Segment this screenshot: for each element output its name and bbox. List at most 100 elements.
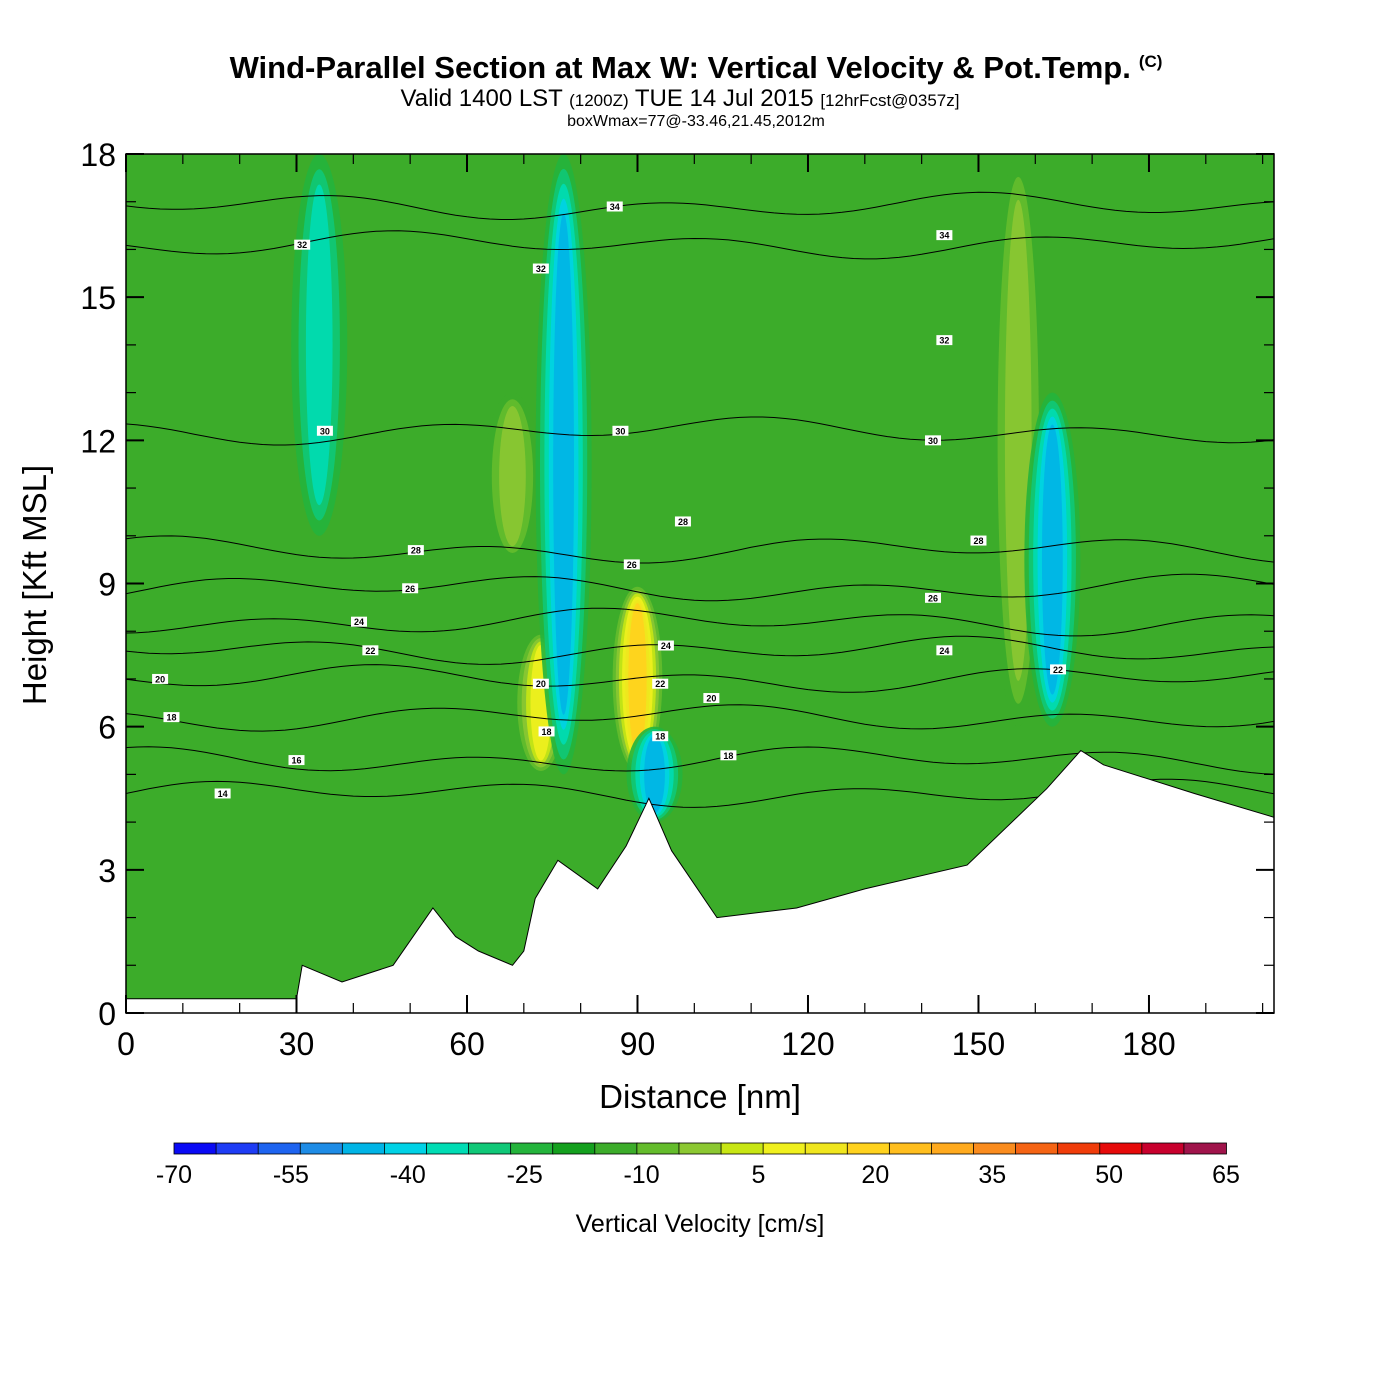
theta-label-26-2: 26 xyxy=(928,593,938,603)
theta-label-14-0: 14 xyxy=(218,789,228,799)
theta-label-bg-24-1 xyxy=(657,640,674,651)
colorbar-tick--70: -70 xyxy=(156,1161,192,1189)
x-tick-label-0: 0 xyxy=(117,1026,135,1062)
colorbar-swatch-7 xyxy=(468,1142,512,1155)
y-tick-label-12: 12 xyxy=(80,423,116,459)
velocity-features xyxy=(291,154,1081,823)
colorbar-tick-20: 20 xyxy=(861,1161,889,1189)
theta-label-bg-30-1 xyxy=(612,425,629,436)
chart-title: Wind-Parallel Section at Max W: Vertical… xyxy=(0,50,1400,86)
colorbar-tick-35: 35 xyxy=(978,1161,1006,1189)
theta-contour-28 xyxy=(126,535,1274,564)
theta-label-bg-18-1 xyxy=(538,726,555,737)
colorbar: -70 -55 -40 -25 -10 5 20 35 50 65 xyxy=(156,1142,1240,1189)
colorbar-swatch-0 xyxy=(173,1142,217,1155)
theta-contour-30 xyxy=(126,416,1274,446)
theta-label-24-2: 24 xyxy=(939,646,949,656)
theta-contour-labels: 14 16 18 18 18 18 20 20 20 22 22 22 24 24 24 26 26 26 28 28… xyxy=(152,201,1067,799)
theta-contours xyxy=(126,191,1274,808)
theta-label-bg-24-2 xyxy=(936,645,953,656)
theta-label-22-2: 22 xyxy=(1053,665,1063,675)
theta-contour-20 xyxy=(126,664,1274,693)
theta-label-bg-34-1 xyxy=(936,230,953,241)
y-tick-label-15: 15 xyxy=(80,280,116,316)
theta-label-bg-24-0 xyxy=(351,616,368,627)
x-axis-label: Distance [nm] xyxy=(599,1078,801,1115)
theta-label-22-0: 22 xyxy=(365,646,375,656)
theta-label-bg-18-3 xyxy=(720,750,737,761)
theta-label-18-2: 18 xyxy=(655,732,665,742)
theta-label-bg-22-1 xyxy=(652,678,669,689)
forecast-info: [12hrFcst@0357z] xyxy=(820,91,960,110)
y-tick-label-9: 9 xyxy=(98,567,116,603)
colorbar-swatch-13 xyxy=(720,1142,765,1155)
colorbar-swatch-9 xyxy=(552,1142,596,1155)
x-tick-label-120: 120 xyxy=(781,1026,834,1062)
theta-label-bg-20-0 xyxy=(152,673,169,684)
theta-label-28-0: 28 xyxy=(411,546,421,556)
y-tick-label-0: 0 xyxy=(98,996,116,1032)
theta-label-bg-32-0 xyxy=(294,239,311,250)
velocity-feature-updraft-3-level-2 xyxy=(499,405,526,547)
colorbar-tick--55: -55 xyxy=(273,1161,309,1189)
theta-label-bg-14-0 xyxy=(214,788,231,799)
colorbar-swatch-6 xyxy=(426,1142,470,1155)
theta-label-18-0: 18 xyxy=(166,713,176,723)
theta-label-18-3: 18 xyxy=(723,751,733,761)
valid-prefix: Valid 1400 LST xyxy=(400,85,563,112)
theta-label-26-0: 26 xyxy=(405,584,415,594)
colorbar-label: Vertical Velocity [cm/s] xyxy=(576,1210,825,1238)
terrain-mask xyxy=(126,749,1274,1013)
colorbar-tick-50: 50 xyxy=(1095,1161,1123,1189)
colorbar-tick-5: 5 xyxy=(751,1161,765,1189)
velocity-feature-downdraft-5-level-4 xyxy=(1041,424,1063,695)
plot-area: 14 16 18 18 18 18 20 20 20 22 22 22 24 24 24 26 26 26 28 28… xyxy=(126,154,1274,1013)
theta-label-bg-26-0 xyxy=(402,583,419,594)
velocity-feature-downdraft-7-level-2 xyxy=(305,184,333,506)
theta-label-bg-30-2 xyxy=(925,435,942,446)
y-tick-label-6: 6 xyxy=(98,710,116,746)
colorbar-tick--40: -40 xyxy=(390,1161,426,1189)
velocity-feature-downdraft-4-level-4 xyxy=(553,213,575,715)
theta-label-bg-34-0 xyxy=(606,201,623,212)
copyright-mark: (C) xyxy=(1138,51,1163,71)
theta-label-bg-22-2 xyxy=(1050,664,1067,675)
colorbar-swatch-24 xyxy=(1183,1142,1227,1155)
theta-label-bg-26-2 xyxy=(925,592,942,603)
colorbar-swatch-1 xyxy=(215,1142,260,1155)
theta-label-34-1: 34 xyxy=(939,231,949,241)
colorbar-swatch-12 xyxy=(678,1142,722,1155)
theta-label-30-0: 30 xyxy=(320,426,330,436)
theta-label-bg-18-2 xyxy=(652,731,669,742)
colorbar-swatch-4 xyxy=(341,1142,386,1155)
theta-label-30-1: 30 xyxy=(615,426,625,436)
theta-label-bg-22-0 xyxy=(362,645,379,656)
colorbar-swatch-19 xyxy=(973,1142,1017,1155)
colorbar-swatch-18 xyxy=(931,1142,975,1155)
valid-date: TUE 14 Jul 2015 xyxy=(634,85,814,112)
theta-label-28-1: 28 xyxy=(678,517,688,527)
x-tick-label-150: 150 xyxy=(952,1026,1005,1062)
x-axis: 0 30 60 90 120 150 180 xyxy=(117,154,1264,1062)
colorbar-tick--25: -25 xyxy=(507,1161,543,1189)
colorbar-swatch-16 xyxy=(846,1142,891,1155)
theta-label-22-1: 22 xyxy=(655,679,665,689)
theta-label-bg-20-2 xyxy=(703,693,720,704)
colorbar-swatch-21 xyxy=(1057,1142,1101,1155)
theta-label-32-1: 32 xyxy=(536,264,546,274)
valid-utc: (1200Z) xyxy=(569,91,629,110)
theta-contour-18 xyxy=(126,704,1274,732)
theta-label-30-2: 30 xyxy=(928,436,938,446)
theta-label-bg-26-1 xyxy=(623,559,640,570)
theta-label-bg-20-1 xyxy=(532,678,549,689)
theta-contour-26 xyxy=(126,573,1274,602)
theta-label-32-2: 32 xyxy=(939,336,949,346)
x-tick-label-90: 90 xyxy=(620,1026,656,1062)
theta-contour-22 xyxy=(126,635,1274,665)
theta-label-bg-30-0 xyxy=(316,425,333,436)
colorbar-swatch-2 xyxy=(257,1142,302,1155)
colorbar-swatch-17 xyxy=(888,1142,933,1155)
colorbar-swatch-14 xyxy=(762,1142,807,1155)
colorbar-swatch-5 xyxy=(383,1142,428,1155)
